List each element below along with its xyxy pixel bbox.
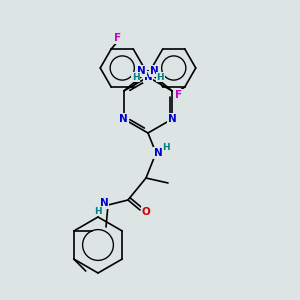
Text: H: H [132,73,140,82]
Text: N: N [144,72,152,82]
Text: N: N [168,114,177,124]
Text: H: H [94,206,102,215]
Text: O: O [142,207,150,217]
Text: N: N [100,198,108,208]
Text: H: H [162,142,170,152]
Text: N: N [137,66,146,76]
Text: N: N [119,114,128,124]
Text: H: H [156,73,164,82]
Text: F: F [114,33,121,43]
Text: N: N [154,148,162,158]
Text: N: N [150,66,159,76]
Text: F: F [175,90,182,100]
